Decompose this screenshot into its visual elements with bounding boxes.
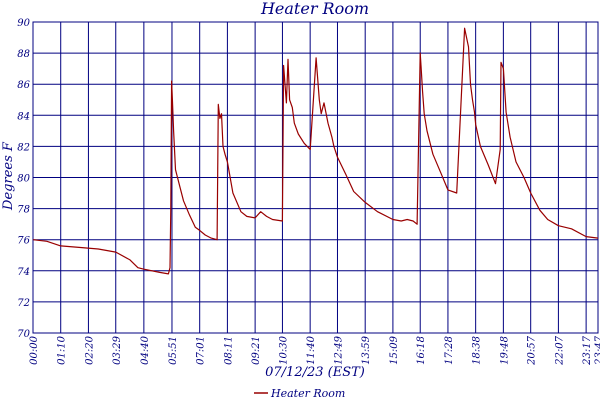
x-tick-label: 13:59 (361, 335, 372, 364)
x-tick-label: 02:20 (84, 335, 95, 364)
legend: Heater Room (254, 387, 345, 400)
x-tick-label: 16:18 (416, 336, 427, 365)
x-tick-label: 03:29 (112, 335, 123, 364)
x-tick-label: 18:38 (472, 336, 483, 365)
x-tick-label: 15:09 (389, 335, 400, 364)
y-tick-label: 76 (17, 236, 30, 247)
y-tick-label: 88 (17, 49, 30, 60)
x-axis-label: 07/12/23 (EST) (265, 365, 365, 380)
y-tick-label: 72 (17, 298, 30, 309)
series-line-heater-room (32, 27, 599, 275)
chart-title: Heater Room (260, 0, 369, 18)
x-tick-label: 20:57 (527, 335, 538, 365)
y-tick-label: 86 (17, 80, 30, 91)
plot-border (32, 21, 599, 334)
y-tick-label: 90 (17, 18, 30, 29)
x-tick-label: 10:30 (278, 335, 289, 364)
x-tick-label: 12:49 (333, 335, 344, 364)
series-layer (32, 27, 599, 275)
y-tick-label: 82 (17, 142, 30, 153)
x-tick-labels: 00:00 01:10 02:20 03:29 04:40 05:51 07:01 08:11… (29, 335, 600, 365)
y-tick-label: 74 (17, 267, 30, 278)
x-tick-label: 04:40 (140, 335, 151, 364)
x-tick-label: 17:28 (444, 336, 455, 365)
x-tick-label: 00:00 (29, 335, 40, 364)
x-tick-label: 19:48 (499, 336, 510, 365)
x-tick-label: 05:51 (168, 336, 179, 365)
x-tick-label: 22:07 (554, 335, 565, 365)
y-tick-labels: 70 72 74 76 78 80 82 84 86 88 90 (17, 18, 30, 340)
y-tick-label: 70 (17, 329, 30, 340)
x-tick-label: 01:10 (57, 335, 68, 364)
x-tick-label: 23:47 (594, 335, 600, 365)
grid-layer (32, 21, 599, 334)
y-tick-label: 78 (17, 205, 30, 216)
legend-label-heater-room: Heater Room (270, 387, 345, 400)
x-tick-label: 11:40 (306, 335, 317, 364)
y-tick-label: 80 (17, 174, 30, 185)
x-tick-label: 07:01 (196, 336, 207, 365)
x-tick-label: 23:17 (582, 335, 593, 365)
y-tick-label: 84 (17, 111, 30, 122)
x-tick-label: 08:11 (223, 336, 234, 365)
x-tick-label: 09:21 (251, 336, 262, 365)
y-axis-label: Degrees F (1, 141, 16, 211)
